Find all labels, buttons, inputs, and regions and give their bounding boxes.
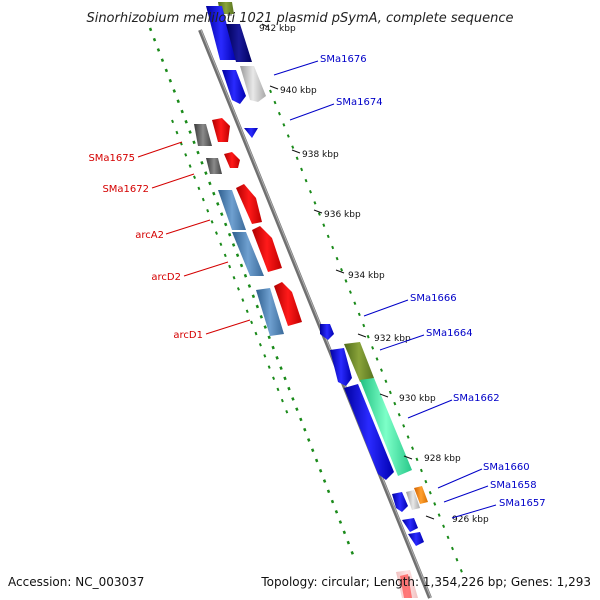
tick-label-926: 926 kbp [452, 515, 489, 525]
gene-small-blue [244, 128, 258, 138]
gene-smA1676 [222, 70, 246, 104]
gene-label-smA1664: SMa1664 [426, 328, 473, 339]
tick-label-932: 932 kbp [374, 334, 411, 344]
gene-smA1666 [320, 324, 334, 340]
backbone-line [198, 29, 432, 599]
gene-smA1664-blue [330, 348, 352, 386]
gene-smA1664-olive [344, 342, 374, 382]
gene-label-smA1660: SMa1660 [483, 462, 530, 473]
gene-arcD2-steel [232, 232, 264, 276]
gene-bottom-red [400, 574, 412, 598]
gene-smA1658-light [406, 490, 420, 510]
gene-smA1662-mint [360, 378, 412, 476]
topology-text: Topology: circular; Length: 1,354,226 bp… [260, 575, 591, 589]
backbone-highlight [200, 29, 432, 599]
outer-left-dotted-track [148, 27, 357, 561]
left-leader-lines [137, 141, 251, 335]
gene-small-blue-2 [402, 518, 418, 532]
gene-label-smA1662: SMa1662 [453, 393, 500, 404]
gene-label-smA1666: SMa1666 [410, 293, 457, 304]
gene-smA1672-gray [206, 158, 222, 174]
gene-label-arcD2: arcD2 [151, 272, 181, 283]
gene-arcA2-steel [218, 190, 246, 230]
gene-smA1657-orange [414, 486, 428, 504]
gene-smA1675-gray [194, 124, 212, 146]
gene-label-smA1675: SMa1675 [88, 153, 135, 164]
right-leader-lines [273, 60, 497, 519]
gene-label-smA1674: SMa1674 [336, 97, 383, 108]
tick-label-940: 940 kbp [280, 86, 317, 96]
gene-arcD1-red [274, 282, 302, 326]
tick-label-938: 938 kbp [302, 150, 339, 160]
gene-top-navy [226, 24, 252, 62]
gene-smA1662-blue [344, 384, 394, 480]
map-title: Sinorhizobium melliloti 1021 plasmid pSy… [86, 11, 513, 26]
tick-label-934: 934 kbp [348, 271, 385, 281]
gene-label-smA1658: SMa1658 [490, 480, 537, 491]
gene-smA1675-red [212, 118, 230, 142]
accession-text: Accession: NC_003037 [8, 575, 144, 589]
gene-label-arcA2: arcA2 [135, 230, 164, 241]
gene-label-smA1657: SMa1657 [499, 498, 546, 509]
gene-arcD1-steel [256, 288, 284, 336]
gene-smA1660-blue [392, 492, 408, 512]
gene-smA1676-light [240, 66, 266, 102]
gene-label-smA1676: SMa1676 [320, 54, 367, 65]
tick-marks [261, 23, 435, 520]
gene-label-smA1672: SMa1672 [102, 184, 149, 195]
tick-label-928: 928 kbp [424, 454, 461, 464]
tick-label-936: 936 kbp [324, 210, 361, 220]
gene-small-blue-3 [408, 532, 424, 546]
gene-top-blue [206, 6, 236, 60]
gene-label-arcD1: arcD1 [173, 330, 203, 341]
tick-label-942: 942 kbp [259, 24, 296, 34]
gene-arcD2-red [252, 226, 282, 272]
gene-smA1672-red [224, 152, 240, 168]
gene-arcA2-red [236, 184, 262, 224]
tick-label-930: 930 kbp [399, 394, 436, 404]
